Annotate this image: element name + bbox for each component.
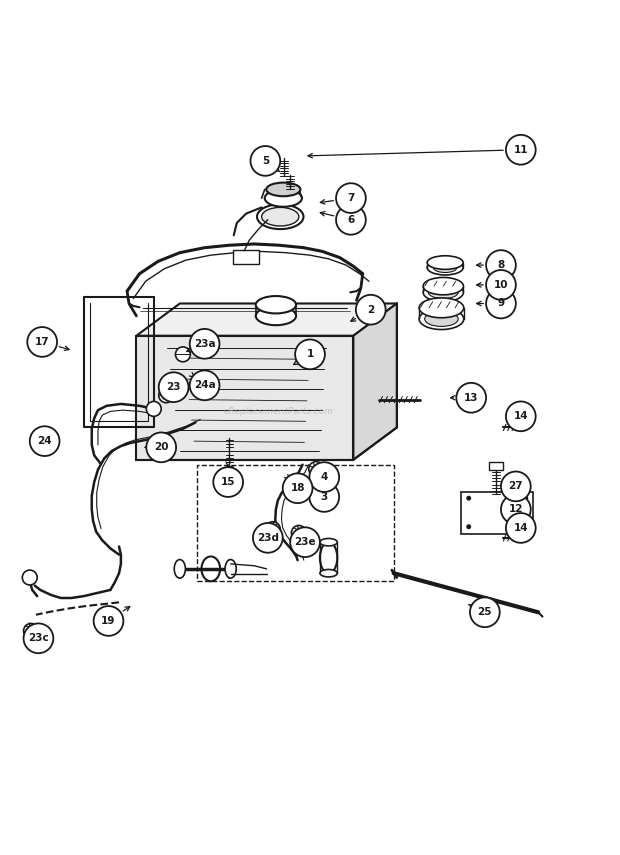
Text: 4: 4	[321, 472, 328, 482]
Circle shape	[501, 471, 531, 501]
Ellipse shape	[425, 311, 458, 327]
Text: 14: 14	[513, 523, 528, 533]
Ellipse shape	[255, 296, 296, 314]
Text: 23d: 23d	[257, 533, 279, 543]
Ellipse shape	[427, 260, 463, 275]
Ellipse shape	[419, 309, 464, 329]
Circle shape	[22, 570, 37, 585]
Circle shape	[213, 467, 243, 497]
Text: 18: 18	[290, 483, 305, 493]
Circle shape	[470, 598, 500, 627]
Text: 9: 9	[497, 298, 505, 309]
Text: 27: 27	[508, 481, 523, 492]
Ellipse shape	[225, 559, 236, 578]
Circle shape	[30, 427, 60, 456]
Text: 3: 3	[321, 492, 328, 502]
Circle shape	[175, 347, 190, 362]
Ellipse shape	[320, 542, 337, 573]
Ellipse shape	[427, 256, 463, 269]
Ellipse shape	[423, 278, 463, 295]
Circle shape	[291, 526, 306, 540]
Text: 23a: 23a	[194, 339, 215, 349]
Text: 17: 17	[35, 337, 50, 347]
Circle shape	[466, 524, 471, 529]
Circle shape	[146, 433, 176, 463]
Circle shape	[24, 623, 53, 653]
Circle shape	[309, 462, 324, 476]
Ellipse shape	[320, 539, 337, 546]
Polygon shape	[353, 304, 397, 460]
Text: 23: 23	[166, 382, 181, 392]
Text: 2: 2	[367, 304, 374, 315]
Text: 24: 24	[37, 436, 52, 446]
Circle shape	[253, 523, 283, 552]
Circle shape	[190, 329, 219, 359]
Ellipse shape	[433, 262, 457, 273]
Circle shape	[356, 295, 386, 325]
FancyBboxPatch shape	[489, 463, 503, 469]
Ellipse shape	[262, 208, 299, 226]
FancyBboxPatch shape	[232, 250, 259, 264]
Circle shape	[336, 183, 366, 213]
Circle shape	[456, 383, 486, 413]
Circle shape	[309, 482, 339, 512]
Circle shape	[486, 270, 516, 300]
Ellipse shape	[202, 557, 220, 581]
Circle shape	[523, 524, 528, 529]
Circle shape	[290, 528, 320, 557]
Circle shape	[466, 496, 471, 501]
Text: 19: 19	[101, 616, 116, 626]
Circle shape	[501, 494, 531, 524]
Ellipse shape	[255, 307, 296, 325]
Text: 25: 25	[477, 607, 492, 617]
Text: 10: 10	[494, 280, 508, 290]
Ellipse shape	[428, 286, 458, 298]
Text: 13: 13	[464, 392, 479, 403]
Text: 6: 6	[347, 215, 355, 225]
Circle shape	[27, 327, 57, 357]
Circle shape	[265, 522, 280, 537]
Circle shape	[146, 402, 161, 416]
Text: 11: 11	[513, 144, 528, 155]
Text: 14: 14	[513, 411, 528, 422]
Text: 24a: 24a	[193, 380, 216, 391]
Circle shape	[523, 496, 528, 501]
FancyBboxPatch shape	[461, 492, 533, 534]
Ellipse shape	[267, 183, 301, 197]
Text: 8: 8	[497, 260, 505, 270]
Text: 20: 20	[154, 442, 169, 452]
Ellipse shape	[423, 283, 463, 302]
Polygon shape	[136, 304, 397, 336]
Ellipse shape	[257, 204, 304, 229]
Text: 23c: 23c	[28, 634, 49, 643]
Circle shape	[506, 135, 536, 165]
Text: 15: 15	[221, 477, 236, 487]
Circle shape	[283, 474, 312, 503]
Text: 7: 7	[347, 193, 355, 203]
Polygon shape	[136, 336, 353, 460]
Circle shape	[190, 370, 219, 400]
Text: 23e: 23e	[294, 537, 316, 547]
Circle shape	[312, 465, 320, 473]
Circle shape	[336, 205, 366, 234]
Ellipse shape	[320, 569, 337, 577]
Ellipse shape	[265, 190, 302, 207]
Circle shape	[506, 402, 536, 431]
Circle shape	[486, 289, 516, 318]
Text: 5: 5	[262, 156, 269, 166]
Circle shape	[295, 339, 325, 369]
Circle shape	[159, 388, 174, 403]
Text: 12: 12	[508, 504, 523, 515]
Text: eReplacementParts.com: eReplacementParts.com	[223, 407, 333, 416]
Circle shape	[159, 372, 188, 402]
Text: 1: 1	[306, 350, 314, 359]
Circle shape	[486, 251, 516, 280]
Ellipse shape	[419, 298, 464, 318]
Circle shape	[94, 606, 123, 636]
Circle shape	[24, 623, 38, 639]
Circle shape	[309, 463, 339, 492]
Circle shape	[250, 146, 280, 176]
Ellipse shape	[174, 559, 185, 578]
Circle shape	[506, 513, 536, 543]
